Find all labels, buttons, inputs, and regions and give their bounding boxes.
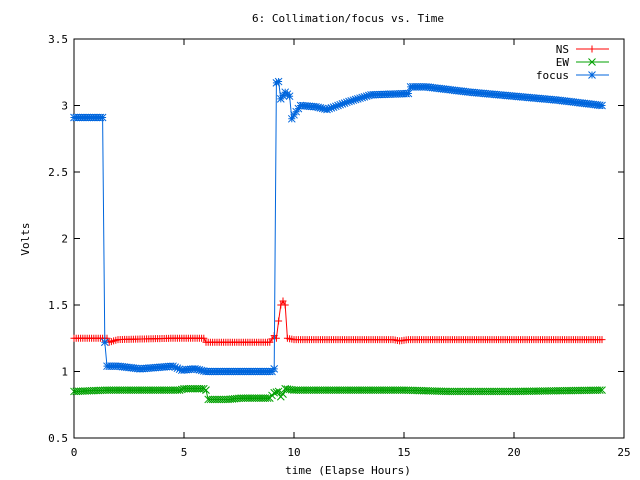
legend-marker — [588, 58, 596, 66]
data-point — [285, 92, 294, 101]
data-point — [404, 89, 413, 98]
data-point — [364, 91, 373, 100]
data-point — [200, 334, 208, 342]
data-point — [173, 364, 182, 373]
y-tick-label: 1 — [61, 366, 68, 379]
x-tick-label: 25 — [617, 446, 630, 459]
data-point — [270, 364, 279, 373]
x-tick-label: 20 — [507, 446, 520, 459]
data-point — [274, 387, 283, 396]
data-point — [287, 114, 296, 123]
data-point — [100, 338, 109, 347]
data-point — [356, 94, 364, 103]
y-tick-label: 3.5 — [48, 33, 68, 46]
data-point — [279, 297, 287, 305]
data-point — [197, 384, 206, 393]
y-tick-label: 2.5 — [48, 166, 68, 179]
data-point — [312, 102, 320, 111]
data-point — [358, 93, 367, 102]
data-point — [270, 388, 279, 397]
data-point — [171, 363, 180, 372]
legend-marker — [588, 45, 596, 53]
data-point — [320, 105, 329, 113]
data-point — [169, 362, 177, 371]
y-axis-label: Volts — [19, 222, 32, 255]
y-tick-label: 0.5 — [48, 432, 68, 445]
data-point — [598, 336, 606, 344]
data-point — [345, 97, 353, 106]
series-layer — [70, 77, 606, 404]
data-point — [202, 386, 210, 394]
data-point — [199, 367, 208, 375]
data-point — [191, 364, 199, 373]
data-point — [342, 98, 351, 107]
data-point — [349, 96, 358, 105]
series-focus — [70, 77, 606, 376]
data-point — [329, 103, 338, 111]
data-point — [193, 365, 202, 374]
x-tick-label: 15 — [397, 446, 410, 459]
data-point — [336, 100, 345, 109]
y-tick-label: 2 — [61, 233, 68, 246]
axis-ticks: 0 5 10 15 20 25 0.5 1 1.5 2 2.5 3 3.5 — [48, 33, 631, 459]
data-point — [195, 366, 204, 374]
data-point — [175, 365, 184, 374]
data-point — [325, 104, 334, 113]
legend-marker — [588, 71, 596, 79]
data-point — [199, 384, 208, 393]
data-point — [362, 92, 371, 101]
data-point — [175, 386, 184, 394]
data-point — [272, 79, 281, 87]
chart-title: 6: Collimation/focus vs. Time — [252, 12, 444, 25]
data-point — [276, 94, 285, 103]
data-point — [595, 386, 604, 395]
y-tick-label: 1.5 — [48, 299, 68, 312]
data-point — [347, 96, 356, 105]
y-tick-label: 3 — [61, 100, 68, 113]
data-point — [598, 101, 606, 110]
series-EW — [70, 384, 606, 404]
data-point — [323, 105, 331, 114]
x-axis-label: time (Elapse Hours) — [285, 464, 411, 477]
data-point — [274, 77, 283, 86]
legend-label: EW — [556, 56, 570, 69]
data-point — [598, 386, 606, 394]
data-point — [314, 103, 323, 112]
data-point — [327, 104, 336, 112]
data-point — [279, 91, 287, 100]
data-point — [275, 317, 283, 325]
data-point — [340, 99, 349, 107]
legend-label: focus — [536, 69, 569, 82]
series-NS — [70, 297, 606, 346]
data-point — [334, 101, 342, 110]
data-point — [197, 366, 206, 375]
data-point — [331, 102, 340, 111]
data-point — [353, 94, 362, 103]
x-tick-label: 5 — [181, 446, 188, 459]
data-point — [98, 113, 107, 122]
data-point — [290, 110, 298, 119]
data-point — [360, 93, 369, 101]
x-tick-label: 0 — [71, 446, 78, 459]
data-point — [351, 95, 360, 104]
data-point — [281, 301, 289, 309]
data-point — [294, 104, 303, 113]
data-point — [316, 104, 325, 112]
data-point — [318, 104, 327, 113]
legend-label: NS — [556, 43, 569, 56]
data-point — [292, 107, 301, 116]
x-tick-label: 10 — [287, 446, 300, 459]
series-line — [74, 80, 603, 372]
data-point — [263, 394, 272, 402]
data-point — [338, 100, 347, 108]
